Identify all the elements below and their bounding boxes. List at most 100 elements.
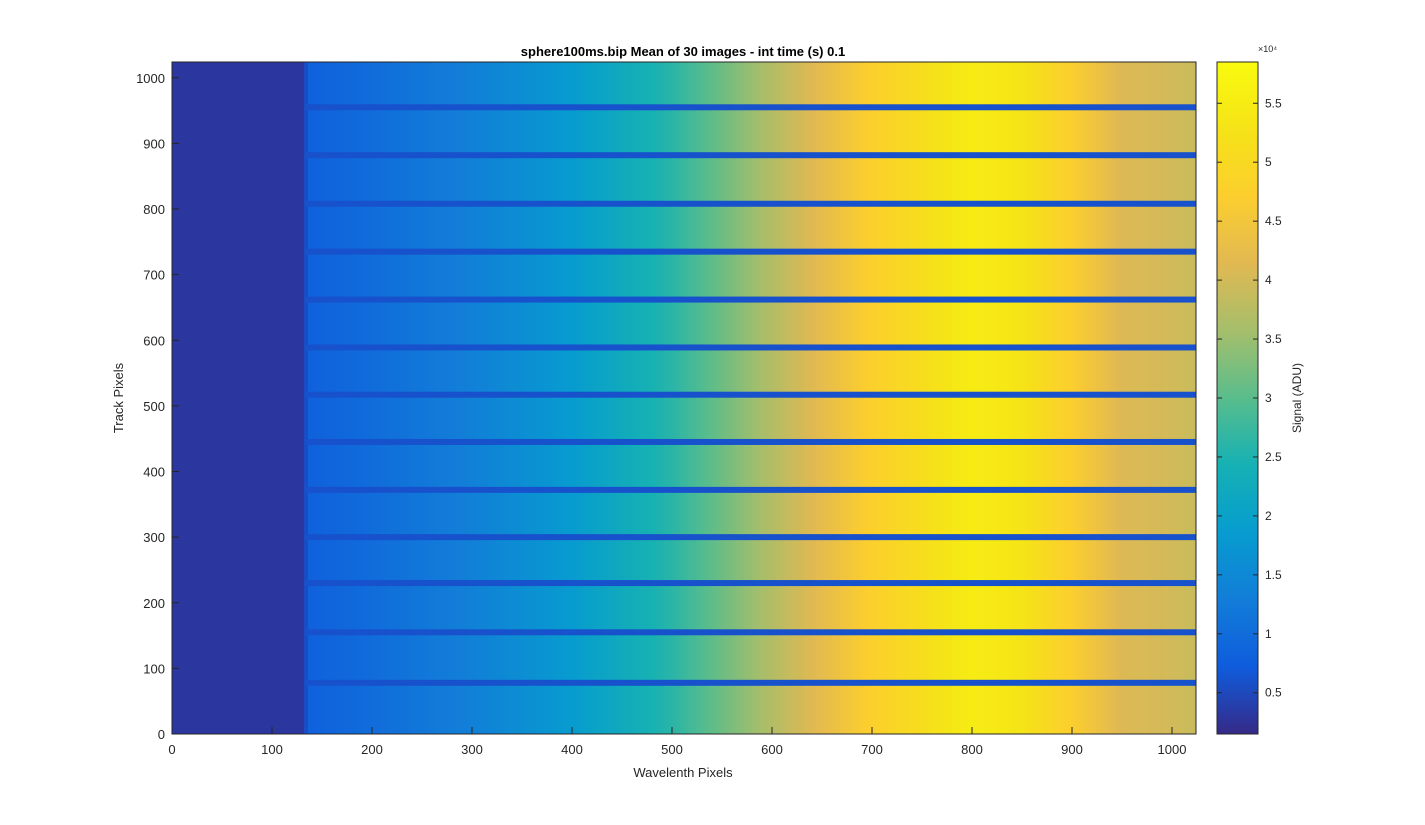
heatmap-column <box>352 62 357 734</box>
heatmap-column <box>812 62 817 734</box>
heatmap-column <box>704 62 709 734</box>
y-axis-label: Track Pixels <box>111 362 126 433</box>
colorbar-tick-label: 3 <box>1265 391 1272 405</box>
heatmap-column <box>972 62 977 734</box>
heatmap-column <box>740 62 745 734</box>
heatmap-column <box>600 62 605 734</box>
heatmap-column <box>916 62 921 734</box>
heatmap-column <box>816 62 821 734</box>
heatmap-dark-stripes <box>305 104 1196 686</box>
heatmap-column <box>444 62 449 734</box>
heatmap-column <box>452 62 457 734</box>
heatmap-column <box>564 62 569 734</box>
heatmap-column <box>476 62 481 734</box>
y-tick-label: 500 <box>143 399 165 414</box>
heatmap-column <box>372 62 377 734</box>
heatmap-column <box>948 62 953 734</box>
heatmap-column <box>308 62 313 734</box>
heatmap-column <box>184 62 189 734</box>
heatmap-column <box>396 62 401 734</box>
heatmap-column <box>968 62 973 734</box>
heatmap-column <box>604 62 609 734</box>
chart-title: sphere100ms.bip Mean of 30 images - int … <box>521 44 845 59</box>
x-tick-label: 0 <box>168 742 175 757</box>
colorbar-tick-label: 1 <box>1265 627 1272 641</box>
heatmap-column <box>644 62 649 734</box>
colorbar-tick-label: 1.5 <box>1265 568 1282 582</box>
heatmap-column <box>1184 62 1189 734</box>
heatmap-column <box>1156 62 1161 734</box>
heatmap-column <box>820 62 825 734</box>
heatmap-column <box>404 62 409 734</box>
heatmap-column <box>240 62 245 734</box>
heatmap-column <box>488 62 493 734</box>
heatmap-column <box>788 62 793 734</box>
colorbar-tick-label: 4.5 <box>1265 214 1282 228</box>
x-tick-label: 700 <box>861 742 883 757</box>
heatmap-column <box>368 62 373 734</box>
heatmap-column <box>224 62 229 734</box>
heatmap-column <box>1008 62 1013 734</box>
dark-stripe <box>305 629 1196 636</box>
heatmap-column <box>1104 62 1109 734</box>
heatmap-column <box>172 62 177 734</box>
heatmap-column <box>180 62 185 734</box>
heatmap-column <box>760 62 765 734</box>
colorbar-exponent: ×10⁴ <box>1258 44 1277 54</box>
heatmap-column <box>896 62 901 734</box>
heatmap-column <box>808 62 813 734</box>
heatmap-area <box>171 61 1197 735</box>
heatmap-column <box>712 62 717 734</box>
heatmap-column <box>412 62 417 734</box>
heatmap-column <box>724 62 729 734</box>
heatmap-column <box>500 62 505 734</box>
heatmap-column <box>1072 62 1077 734</box>
y-tick-label: 1000 <box>136 71 165 86</box>
heatmap-column <box>920 62 925 734</box>
heatmap-column <box>1000 62 1005 734</box>
heatmap-column <box>692 62 697 734</box>
heatmap-column <box>1100 62 1105 734</box>
x-tick-label: 100 <box>261 742 283 757</box>
heatmap-column <box>1188 62 1193 734</box>
heatmap-column <box>400 62 405 734</box>
heatmap-column <box>348 62 353 734</box>
heatmap-column <box>256 62 261 734</box>
heatmap-column <box>316 62 321 734</box>
heatmap-column <box>976 62 981 734</box>
heatmap-column <box>356 62 361 734</box>
heatmap-column <box>752 62 757 734</box>
heatmap-column <box>1164 62 1169 734</box>
heatmap-column <box>252 62 257 734</box>
heatmap-column <box>1144 62 1149 734</box>
heatmap-column <box>1036 62 1041 734</box>
heatmap-column <box>780 62 785 734</box>
heatmap-column <box>956 62 961 734</box>
heatmap-column <box>456 62 461 734</box>
colorbar-tick-label: 3.5 <box>1265 332 1282 346</box>
heatmap-column <box>192 62 197 734</box>
heatmap-column <box>1048 62 1053 734</box>
heatmap-column <box>1136 62 1141 734</box>
heatmap-column <box>784 62 789 734</box>
heatmap-column <box>664 62 669 734</box>
heatmap-column <box>264 62 269 734</box>
dark-stripe <box>305 438 1196 445</box>
heatmap-column <box>696 62 701 734</box>
heatmap-column <box>612 62 617 734</box>
heatmap-column <box>288 62 293 734</box>
heatmap-column <box>1032 62 1037 734</box>
dark-stripe <box>305 580 1196 587</box>
heatmap-column <box>716 62 721 734</box>
heatmap-column <box>292 62 297 734</box>
heatmap-column <box>508 62 513 734</box>
heatmap-column <box>276 62 281 734</box>
x-tick-label: 800 <box>961 742 983 757</box>
heatmap-column <box>1028 62 1033 734</box>
heatmap-column <box>520 62 525 734</box>
heatmap-column <box>468 62 473 734</box>
heatmap-column <box>376 62 381 734</box>
heatmap-column <box>924 62 929 734</box>
heatmap-column <box>188 62 193 734</box>
y-tick-label: 0 <box>158 727 165 742</box>
